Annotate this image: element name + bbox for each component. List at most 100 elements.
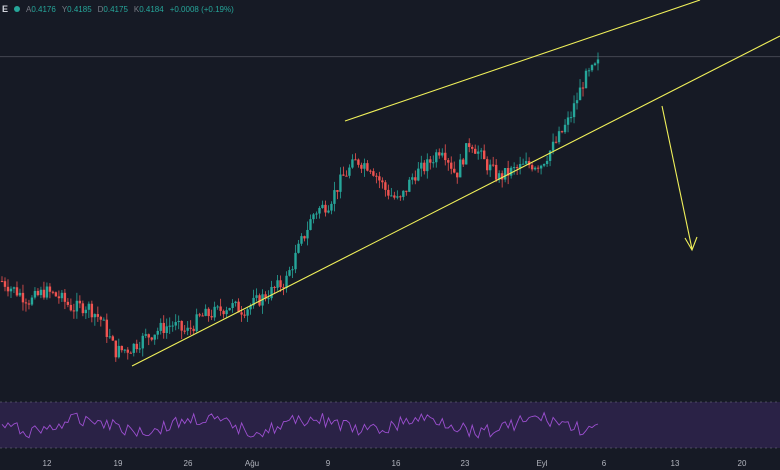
candle-body: [123, 349, 126, 351]
candle-body: [563, 124, 567, 133]
candle-body: [530, 165, 534, 170]
candle-body: [240, 312, 243, 315]
candle-body: [216, 306, 219, 308]
open-value: 0.4176: [31, 4, 56, 14]
x-tick-label: 19: [113, 459, 123, 468]
candle-body: [384, 182, 387, 190]
candle-body: [491, 164, 495, 166]
candle-body: [36, 290, 40, 296]
candle-body: [192, 328, 195, 332]
candle-body: [111, 336, 115, 341]
candle-body: [177, 320, 180, 323]
candle-body: [497, 173, 501, 180]
candle-body: [159, 322, 162, 331]
candle-body: [500, 173, 504, 180]
candle-body: [518, 164, 522, 168]
candle-body: [450, 162, 453, 169]
candle-body: [213, 306, 216, 318]
candle-body: [426, 159, 429, 172]
candle-body: [345, 175, 348, 177]
candle-body: [327, 210, 330, 213]
candle-body: [258, 295, 261, 306]
candle-body: [3, 281, 7, 287]
candle-body: [237, 301, 240, 313]
symbol-label[interactable]: E: [2, 4, 9, 14]
candle-body: [485, 159, 489, 171]
time-axis[interactable]: 12 19 26 Ağu 9 16 23 Eyl 6 13 20: [0, 452, 780, 470]
candle-body: [108, 336, 112, 338]
candle-body: [249, 305, 252, 310]
candle-body: [408, 179, 411, 192]
candle-body: [399, 196, 402, 198]
wedge-upper-trendline: [344, 0, 701, 122]
x-tick-label: 26: [183, 459, 193, 468]
candle-body: [336, 190, 339, 192]
candle-body: [420, 162, 423, 169]
candle-body: [270, 286, 273, 299]
candle-body: [536, 167, 540, 169]
candle-body: [488, 164, 492, 171]
candle-body: [243, 314, 246, 316]
candle-body: [423, 162, 426, 172]
candle-body: [542, 163, 546, 166]
candle-body: [30, 297, 34, 305]
candle-body: [255, 295, 258, 298]
candle-body: [87, 303, 91, 310]
candle-body: [506, 168, 510, 176]
candle-body: [18, 292, 22, 296]
candle-body: [138, 348, 141, 350]
candle-body: [141, 335, 144, 349]
candle-body: [102, 319, 106, 321]
candle-body: [75, 300, 79, 312]
candle-body: [575, 100, 579, 104]
candle-body: [186, 327, 189, 331]
x-tick-label: 13: [670, 459, 680, 468]
candle-body: [566, 117, 570, 125]
candle-body: [183, 330, 186, 332]
candle-body: [120, 345, 123, 351]
candle-body: [189, 327, 192, 329]
x-tick-label: 23: [460, 459, 470, 468]
candle-body: [150, 337, 153, 340]
candle-body: [396, 196, 399, 198]
candle-body: [279, 280, 282, 288]
candle-body: [521, 163, 525, 165]
candle-body: [474, 148, 477, 154]
candle-body: [438, 152, 441, 156]
candle-body: [24, 302, 28, 304]
candle-body: [285, 275, 288, 289]
candle-body: [195, 314, 198, 332]
candle-body: [363, 163, 366, 169]
candle-body: [444, 152, 447, 161]
candle-body: [468, 143, 471, 147]
candle-body: [339, 174, 342, 192]
candle-body: [447, 160, 450, 163]
candle-body: [411, 177, 414, 180]
candle-body: [48, 286, 52, 292]
candle-body: [312, 214, 315, 220]
candle-body: [503, 168, 507, 180]
candle-body: [132, 343, 135, 353]
candle-body: [432, 162, 435, 164]
x-tick-label: 9: [325, 459, 331, 468]
candle-body: [204, 308, 207, 316]
candle-body: [572, 103, 576, 118]
x-tick-label: 20: [737, 459, 747, 468]
candle-body: [147, 334, 150, 338]
candle-body: [330, 203, 333, 211]
close-label: K: [133, 4, 140, 14]
candle-body: [477, 151, 480, 154]
candle-body: [435, 152, 438, 163]
candle-body: [198, 314, 201, 316]
candle-body: [494, 164, 498, 180]
candle-body: [276, 280, 279, 288]
candle-body: [300, 236, 303, 244]
candle-body: [479, 150, 483, 152]
candle-body: [0, 281, 4, 283]
candle-body: [66, 301, 70, 305]
candle-body: [569, 117, 573, 119]
candle-body: [402, 190, 405, 197]
candle-body: [390, 195, 393, 197]
